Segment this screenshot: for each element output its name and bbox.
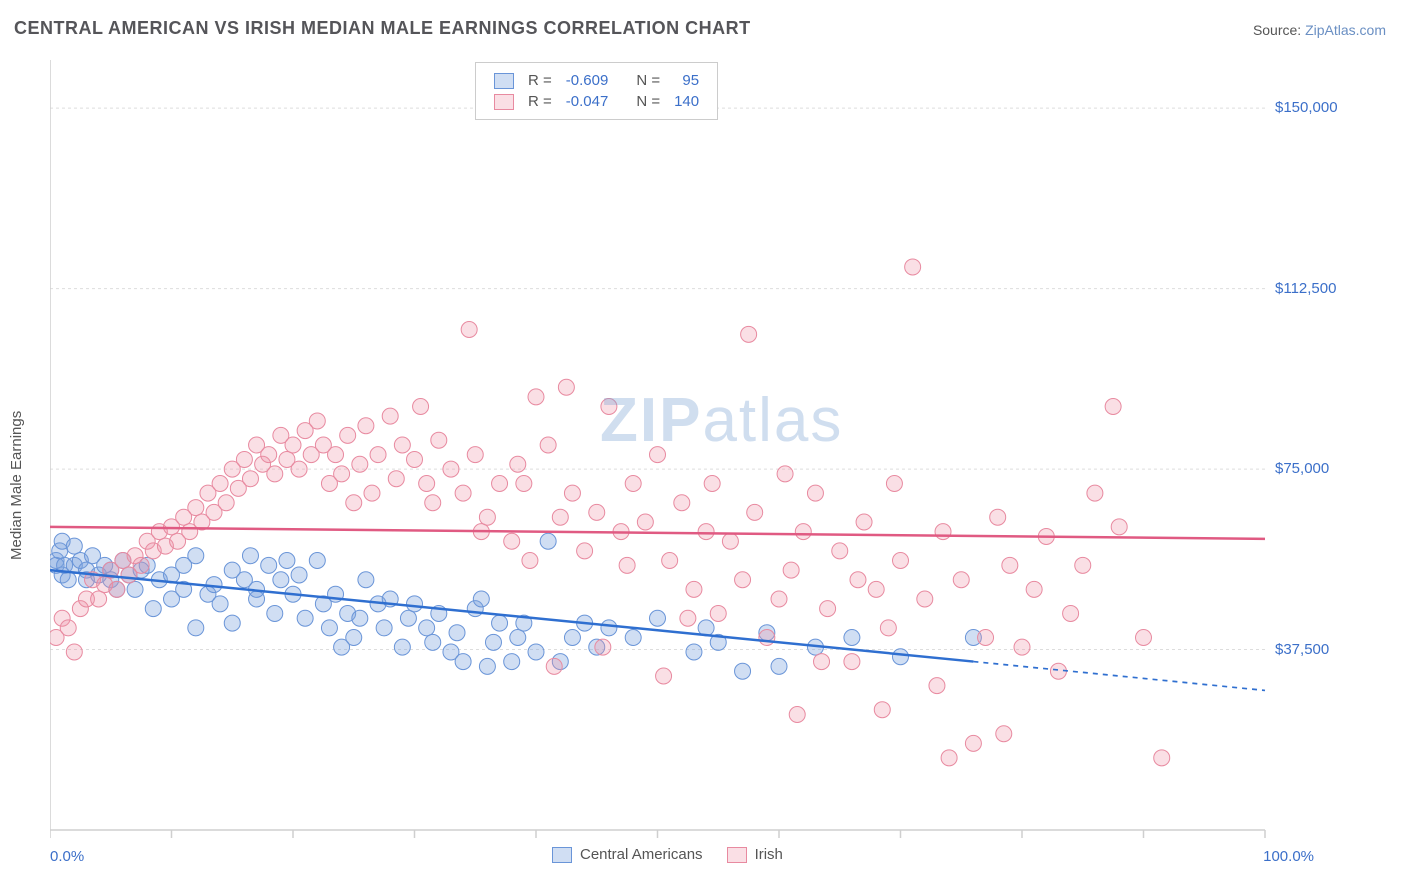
y-tick-label: $112,500: [1275, 280, 1336, 297]
legend-r-value: -0.609: [560, 71, 615, 90]
legend-item: Irish: [727, 846, 783, 863]
x-tick-min: 0.0%: [50, 848, 84, 865]
y-axis-label: Median Male Earnings: [8, 411, 25, 560]
legend-r-label: R =: [522, 71, 558, 90]
legend-swatch: [552, 847, 572, 863]
source-label: Source: ZipAtlas.com: [1253, 22, 1386, 38]
scatter-plot: [50, 60, 1267, 845]
legend-swatch: [727, 847, 747, 863]
legend-n-value: 140: [668, 92, 705, 111]
source-prefix: Source:: [1253, 22, 1301, 38]
x-tick-max: 100.0%: [1263, 848, 1314, 865]
y-tick-label: $150,000: [1275, 99, 1338, 116]
legend-label: Central Americans: [580, 846, 703, 863]
y-tick-label: $75,000: [1275, 460, 1329, 477]
legend-r-value: -0.047: [560, 92, 615, 111]
legend-swatch: [494, 94, 514, 110]
chart-container: CENTRAL AMERICAN VS IRISH MEDIAN MALE EA…: [0, 0, 1406, 892]
legend-n-value: 95: [668, 71, 705, 90]
legend-r-label: R =: [522, 92, 558, 111]
chart-title: CENTRAL AMERICAN VS IRISH MEDIAN MALE EA…: [14, 18, 751, 39]
correlation-legend: R = -0.609 N = 95 R = -0.047 N = 140: [475, 62, 718, 120]
legend-n-label: N =: [630, 92, 666, 111]
legend-swatch: [494, 73, 514, 89]
legend-label: Irish: [755, 846, 783, 863]
legend-n-label: N =: [630, 71, 666, 90]
y-tick-label: $37,500: [1275, 641, 1329, 658]
source-link[interactable]: ZipAtlas.com: [1305, 22, 1386, 38]
series-legend: Central Americans Irish: [540, 846, 795, 867]
legend-item: Central Americans: [552, 846, 703, 863]
